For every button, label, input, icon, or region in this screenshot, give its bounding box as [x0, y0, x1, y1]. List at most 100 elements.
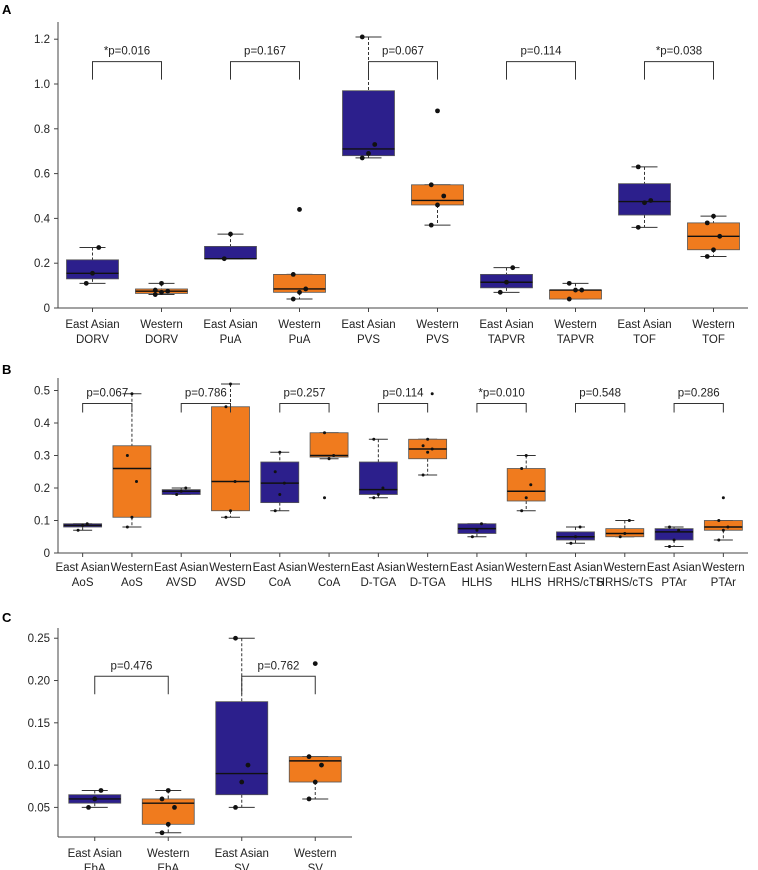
panel-a-category-label-group: Western — [416, 319, 459, 331]
panel-a-comparison-bracket — [230, 61, 300, 80]
panel-a-data-point — [704, 220, 710, 226]
panel-b-category-label-defect: AVSD — [215, 577, 245, 589]
panel-a-data-point — [510, 265, 516, 271]
panel-a-data-point — [579, 287, 585, 293]
panel-b-data-point — [574, 535, 577, 539]
panel-b-comparison-bracket — [575, 403, 626, 413]
panel-label-c: C — [2, 610, 12, 625]
panel-a-p-value-label: *p=0.016 — [104, 46, 150, 58]
panel-c-data-point — [306, 796, 312, 802]
panel-a-data-point — [504, 279, 509, 285]
panel-b-p-value-label: p=0.786 — [185, 388, 227, 400]
panel-a-data-point — [90, 270, 95, 276]
panel-a-category-label-defect: DORV — [76, 334, 109, 346]
panel-c-data-point — [172, 804, 177, 810]
panel-b-box — [654, 528, 694, 541]
panel-b-data-point — [278, 450, 282, 454]
panel-a-category-label-defect: TOF — [633, 334, 656, 346]
panel-b-category-label-defect: HRHS/cTS — [547, 577, 604, 589]
panel-c-box — [215, 701, 269, 796]
panel-b-data-point — [273, 509, 277, 513]
panel-a-data-point — [717, 233, 723, 239]
panel-a-category-label-defect: PVS — [426, 334, 449, 346]
panel-b-comparison-bracket — [673, 403, 724, 413]
panel-b-data-point — [668, 545, 672, 548]
panel-a-box — [204, 245, 257, 260]
panel-a-data-point — [441, 193, 447, 199]
panel-b-category-label-group: Western — [603, 562, 646, 574]
panel-a-category-label-group: Western — [554, 319, 597, 331]
panel-b-category-label-defect: AoS — [121, 577, 143, 589]
panel-b-data-point — [323, 496, 327, 500]
panel-c-data-point — [98, 788, 104, 793]
panel-a-data-point — [290, 272, 296, 277]
panel-c-category-label-defect: EbA — [157, 863, 179, 870]
panel-a-data-point — [96, 245, 102, 250]
panel-b-category-label-group: Western — [308, 562, 351, 574]
panel-b-p-value-label: p=0.067 — [86, 388, 128, 400]
panel-a-category-label-group: East Asian — [479, 319, 533, 331]
panel-b-data-point — [475, 528, 479, 532]
panel-b-data-point — [229, 382, 232, 386]
panel-a-p-value-label: p=0.114 — [520, 46, 562, 58]
panel-b-data-point — [717, 538, 721, 542]
panel-b-data-point — [224, 515, 228, 519]
panel-b-box — [506, 468, 546, 502]
panel-b-p-value-label: p=0.286 — [678, 388, 720, 400]
panel-c-category-label-group: East Asian — [68, 848, 122, 860]
panel-b-data-point — [677, 528, 681, 532]
panel-a-box — [411, 184, 464, 206]
panel-b-comparison-bracket — [279, 403, 330, 413]
panel-a-data-point — [83, 280, 89, 286]
panel-a-comparison-bracket — [506, 61, 576, 80]
panel-b-category-label-defect: PTAr — [661, 577, 687, 589]
panel-b-data-point — [578, 525, 582, 529]
panel-a-data-point — [290, 296, 296, 302]
panel-b-data-point — [520, 467, 524, 470]
panel-b-category-label-defect: HLHS — [511, 577, 542, 589]
panel-b-data-point — [717, 519, 721, 522]
panel-b-data-point — [179, 489, 183, 493]
panel-c-p-value-label: p=0.476 — [111, 660, 153, 672]
panel-b-data-point — [721, 528, 725, 532]
panel-a-data-point — [573, 287, 578, 293]
panel-b-category-label-defect: D-TGA — [360, 577, 396, 589]
panel-a-y-tick-label: 1.0 — [34, 79, 50, 91]
panel-b-category-label-defect: D-TGA — [410, 577, 446, 589]
panel-b-category-label-defect: CoA — [269, 577, 292, 589]
panel-b-data-point — [524, 496, 528, 500]
panel-b-p-value-label: p=0.114 — [382, 388, 424, 400]
panel-a-data-point — [228, 231, 233, 237]
panel-a-comparison-bracket — [368, 61, 438, 80]
panel-a-p-value-label: p=0.167 — [244, 46, 286, 58]
panel-a-comparison-bracket — [92, 61, 162, 80]
panel-b-data-point — [426, 450, 430, 454]
panel-a-y-tick-label: 0.8 — [34, 124, 50, 136]
panel-b-comparison-bracket — [476, 403, 527, 413]
panel-c-data-point — [319, 762, 324, 768]
panel-c-data-point — [165, 788, 171, 793]
panel-a-category-label-defect: TAPVR — [557, 334, 595, 346]
panel-c-data-point — [306, 754, 312, 760]
panel-b-box — [309, 432, 349, 458]
panel-b-data-point — [520, 509, 524, 513]
panel-b-data-point — [278, 493, 282, 496]
panel-b-p-value-label: p=0.548 — [579, 388, 621, 400]
panel-c-data-point — [233, 635, 238, 641]
panel-a-category-label-group: East Asian — [617, 319, 671, 331]
panel-a-category-label-defect: PVS — [357, 334, 380, 346]
panel-c-y-tick-label: 0.05 — [28, 802, 50, 814]
panel-a-category-label-group: East Asian — [341, 319, 395, 331]
panel-b-data-point — [372, 496, 376, 500]
panel-c-category-label-group: East Asian — [215, 848, 269, 860]
panel-a-data-point — [428, 222, 434, 228]
panel-b-category-label-group: East Asian — [647, 562, 701, 574]
panel-b-category-label-group: East Asian — [253, 562, 307, 574]
panel-a-box — [618, 183, 671, 216]
panel-b-category-label-defect: HRHS/cTS — [597, 577, 654, 589]
panel-a-p-value-label: *p=0.038 — [656, 46, 702, 58]
panel-a-category-label-group: East Asian — [203, 319, 257, 331]
panel-b-data-point — [130, 392, 134, 396]
panel-a-category-label-group: Western — [140, 319, 183, 331]
